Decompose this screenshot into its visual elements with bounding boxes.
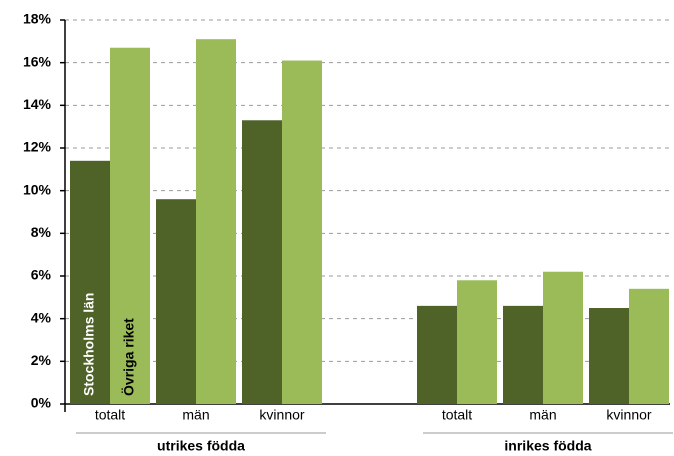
y-tick-label: 0% (31, 395, 52, 411)
x-tick-label: totalt (442, 407, 472, 423)
y-tick-label: 18% (23, 11, 52, 27)
y-tick-label: 6% (31, 267, 52, 283)
y-tick-label: 12% (23, 139, 52, 155)
bar (196, 39, 236, 404)
y-tick-label: 8% (31, 224, 52, 240)
x-tick-label: kvinnor (259, 407, 304, 423)
bar (70, 160, 110, 404)
x-tick-label: kvinnor (606, 407, 651, 423)
bar (282, 60, 322, 405)
bar (417, 305, 457, 404)
x-tick-label: totalt (95, 407, 125, 423)
bar (543, 271, 583, 404)
bar (110, 47, 150, 404)
y-tick-label: 10% (23, 181, 52, 197)
group-label: utrikes födda (157, 438, 245, 454)
bar (629, 288, 669, 404)
bar (503, 305, 543, 404)
group-label: inrikes födda (504, 438, 591, 454)
legend-label: Stockholms län (81, 293, 97, 396)
y-tick-label: 14% (23, 96, 52, 112)
x-tick-label: män (529, 407, 556, 423)
y-tick-label: 16% (23, 53, 52, 69)
x-tick-label: män (182, 407, 209, 423)
bar (156, 199, 196, 404)
legend-label: Övriga riket (121, 318, 137, 396)
y-tick-label: 4% (31, 309, 52, 325)
bar (457, 280, 497, 404)
bar (589, 308, 629, 404)
y-tick-label: 2% (31, 352, 52, 368)
bar (242, 120, 282, 405)
